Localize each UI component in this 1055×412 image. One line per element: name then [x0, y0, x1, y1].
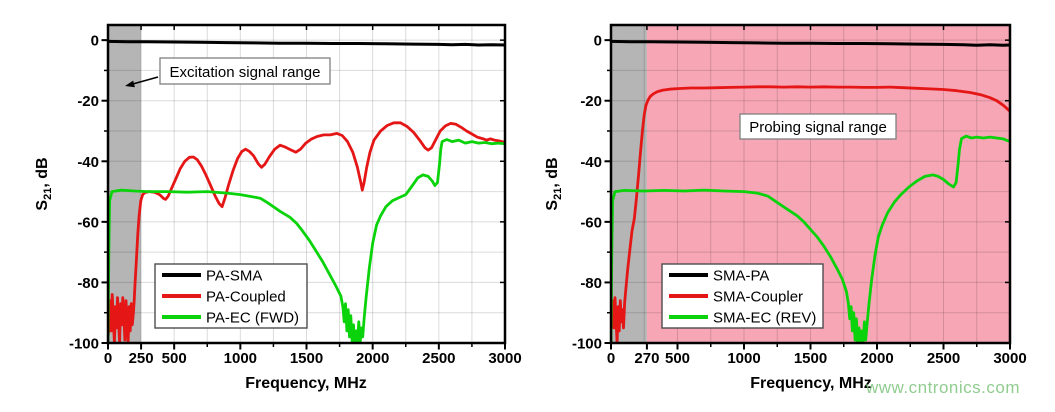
legend: SMA-PA SMA-Coupler SMA-EC (REV) [661, 263, 824, 329]
watermark: www.cntronics.com [866, 378, 1020, 397]
x-tick-label: 0 [104, 350, 112, 367]
annotation-text: Probing signal range [749, 119, 887, 136]
y-tick-label: -100 [572, 336, 602, 353]
region-excitation-band [611, 25, 647, 343]
series-sma-coupler [611, 85, 1010, 343]
chart-right: 0 270 500 1000 1500 2000 2500 3000 0 -20 -40 -60 -80… [544, 23, 1027, 392]
legend-label: SMA-PA [713, 268, 769, 285]
y-tick-label: -40 [77, 154, 99, 171]
legend: PA-SMA PA-Coupled PA-EC (FWD) [154, 263, 308, 329]
x-axis-title: Frequency, MHz [750, 375, 872, 392]
y-tick-label: -60 [77, 214, 99, 231]
y-tick-label: -80 [580, 275, 602, 292]
series-sma-ec-rev- [611, 134, 1010, 343]
x-tick-label: 1500 [290, 350, 323, 367]
y-axis-title: S21, dB [34, 157, 54, 210]
series-group [611, 39, 1010, 343]
x-tick-label: 0 [607, 350, 615, 367]
series-sma-pa [611, 39, 1010, 47]
axis-ticks [604, 25, 1011, 350]
x-tick-label: 2000 [860, 350, 893, 367]
legend-label: SMA-Coupler [713, 289, 803, 306]
legend-label: PA-Coupled [206, 289, 286, 306]
legend-label: PA-SMA [206, 268, 262, 285]
y-tick-label: -40 [580, 154, 602, 171]
x-tick-label: 500 [665, 350, 690, 367]
x-tick-label: 250 [129, 350, 154, 367]
y-tick-label: -20 [580, 93, 602, 110]
series-pa-coupled [108, 121, 505, 343]
annotation-text: Excitation signal range [170, 64, 321, 81]
chart-left: 0 250 500 1000 1500 2000 2500 3000 0 -20 -40 -60 -80… [34, 23, 522, 392]
y-tick-label: 0 [91, 33, 99, 50]
annotation-box [739, 113, 897, 140]
annotation: Probing signal range [739, 113, 897, 140]
y-tick-label: 0 [594, 33, 602, 50]
series-group [108, 39, 505, 343]
series-pa-sma [108, 39, 505, 47]
y-tick-label: -100 [69, 336, 99, 353]
tick-labels: 0 250 500 1000 1500 2000 2500 3000 0 -20 -40 -60 -80… [69, 33, 522, 367]
x-tick-label: 500 [162, 350, 187, 367]
legend-label: SMA-EC (REV) [713, 310, 816, 327]
x-tick-label: 3000 [993, 350, 1026, 367]
series-pa-ec-fwd- [108, 138, 505, 343]
x-tick-label: 2500 [422, 350, 455, 367]
axis-ticks [101, 25, 506, 350]
x-tick-label: 2000 [356, 350, 389, 367]
x-tick-label: 3000 [488, 350, 521, 367]
x-tick-label: 2500 [927, 350, 960, 367]
annotation-arrowhead [125, 80, 135, 88]
x-tick-label: 270 [634, 350, 659, 367]
y-tick-label: -20 [77, 93, 99, 110]
annotation-arrow [130, 76, 159, 86]
x-tick-label: 1500 [794, 350, 827, 367]
y-tick-label: -80 [77, 275, 99, 292]
annotation: Excitation signal range [125, 57, 331, 88]
annotation-box [159, 57, 331, 85]
x-tick-label: 1000 [224, 350, 257, 367]
x-axis-title: Frequency, MHz [245, 375, 367, 392]
y-tick-label: -60 [580, 214, 602, 231]
legend-label: PA-EC (FWD) [206, 310, 299, 327]
tick-labels: 0 270 500 1000 1500 2000 2500 3000 0 -20 -40 -60 -80… [572, 33, 1027, 367]
x-tick-label: 1000 [727, 350, 760, 367]
y-axis-title: S21, dB [544, 157, 564, 210]
